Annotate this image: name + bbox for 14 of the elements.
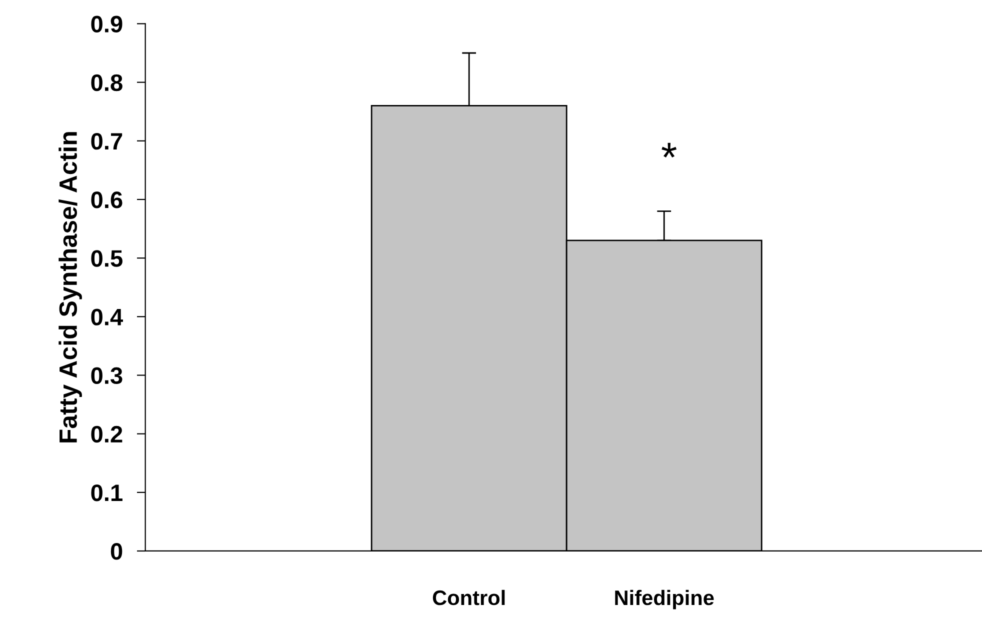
y-tick-label: 0.4 xyxy=(91,308,123,326)
x-tick-label: Control xyxy=(432,590,505,606)
y-tick-label: 0.6 xyxy=(91,192,122,208)
annotation: * xyxy=(662,142,677,158)
y-tick-label: 0.3 xyxy=(91,367,122,384)
y-axis-title: Fatty Acid Synthase/ Actin xyxy=(58,132,82,442)
y-tick-label: 0.7 xyxy=(91,132,122,150)
x-tick-label: Nifedipine xyxy=(615,590,714,610)
y-tick-label: 0.1 xyxy=(91,484,122,502)
y-tick-label: 0 xyxy=(110,543,122,560)
y-tick-label: 0.5 xyxy=(91,250,122,267)
y-tick-label: 0.9 xyxy=(91,16,122,32)
y-tick-label: 0.8 xyxy=(91,74,122,92)
y-tick-label: 0.2 xyxy=(91,426,122,443)
